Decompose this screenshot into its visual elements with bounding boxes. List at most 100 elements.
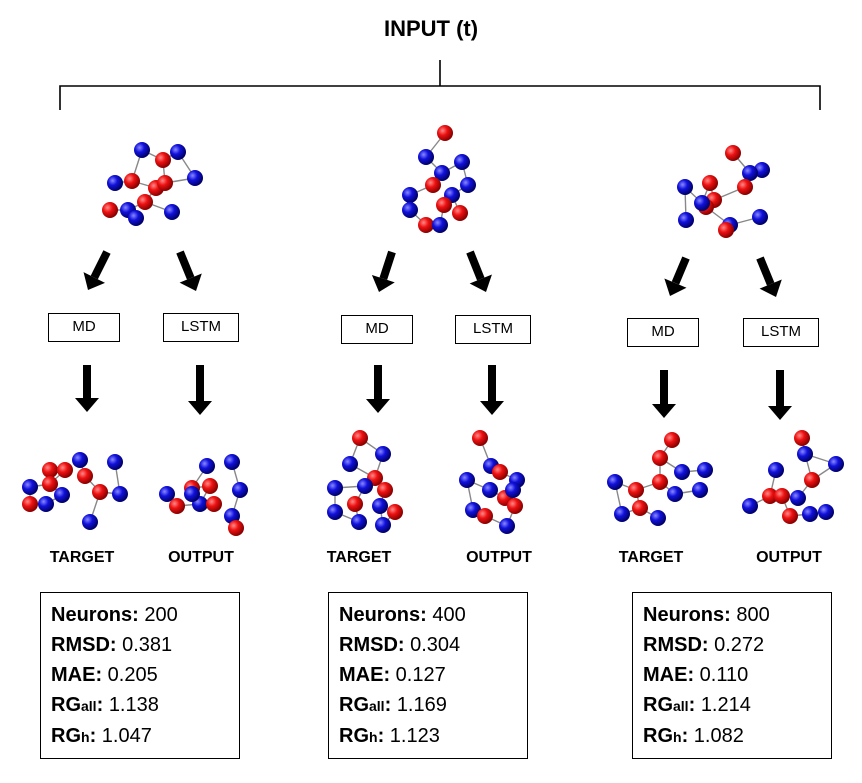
atom-blue <box>224 454 240 470</box>
arrow-md-1-head <box>83 272 105 290</box>
atom-blue <box>232 482 248 498</box>
mae-value: 0.110 <box>699 664 749 686</box>
atom-red <box>652 474 668 490</box>
atom-red <box>725 145 741 161</box>
atom-blue <box>607 474 623 490</box>
atom-red <box>702 175 718 191</box>
atom-blue <box>351 514 367 530</box>
atom-blue <box>357 478 373 494</box>
atom-blue <box>818 504 834 520</box>
atom-red <box>124 173 140 189</box>
atom-red <box>774 488 790 504</box>
neurons-label: Neurons: <box>339 604 427 626</box>
rg-all-label: RG <box>51 694 81 716</box>
atom-blue <box>802 506 818 522</box>
mae-value: 0.205 <box>107 664 158 686</box>
neurons-value: 400 <box>432 604 466 626</box>
atom-red <box>718 222 734 238</box>
atom-blue <box>460 177 476 193</box>
atom-blue <box>797 446 813 462</box>
atom-blue <box>128 210 144 226</box>
atom-blue <box>499 518 515 534</box>
arrow-target-2-head <box>366 399 390 413</box>
atom-blue <box>828 456 844 472</box>
atom-red <box>202 478 218 494</box>
arrow-md-2-head <box>371 274 395 292</box>
atom-red <box>507 498 523 514</box>
atom-red <box>42 462 58 478</box>
atom-blue <box>327 504 343 520</box>
atom-blue <box>107 454 123 470</box>
atom-red <box>22 496 38 512</box>
arrow-lstm-3-shaft <box>756 256 775 286</box>
atom-blue <box>82 514 98 530</box>
atom-red <box>228 520 244 536</box>
atom-red <box>77 468 93 484</box>
atom-blue <box>650 510 666 526</box>
atom-red <box>102 202 118 218</box>
atom-blue <box>674 464 690 480</box>
mae-label: MAE: <box>643 664 695 686</box>
atom-blue <box>432 217 448 233</box>
atom-blue <box>54 487 70 503</box>
atom-blue <box>752 209 768 225</box>
atom-blue <box>22 479 38 495</box>
atom-blue <box>418 149 434 165</box>
atom-red <box>492 464 508 480</box>
arrow-md-3-shaft <box>671 256 690 285</box>
atom-blue <box>434 165 450 181</box>
input-bracket <box>59 60 821 110</box>
atom-red <box>804 472 820 488</box>
rg-h-label: RG <box>643 725 673 747</box>
arrow-lstm-2-shaft <box>466 250 485 281</box>
input-molecule-3 <box>677 145 770 238</box>
rg-all-value: 1.169 <box>396 694 447 716</box>
rg-h-label: RG <box>51 725 81 747</box>
atom-blue <box>677 179 693 195</box>
atom-blue <box>742 498 758 514</box>
atom-red <box>782 508 798 524</box>
rmsd-value: 0.272 <box>714 634 765 656</box>
arrow-output-3-head <box>768 406 792 420</box>
rg-h-value: 1.123 <box>389 725 440 747</box>
arrow-target-1-head <box>75 398 99 412</box>
atom-blue <box>159 486 175 502</box>
mae-label: MAE: <box>51 664 103 686</box>
rmsd-value: 0.304 <box>410 634 461 656</box>
atom-blue <box>402 187 418 203</box>
rmsd-label: RMSD: <box>643 634 709 656</box>
atom-blue <box>402 202 418 218</box>
atom-blue <box>454 154 470 170</box>
atom-red <box>57 462 73 478</box>
atom-blue <box>327 480 343 496</box>
atom-red <box>425 177 441 193</box>
md-box-1: MD <box>48 313 120 342</box>
target-molecule-3 <box>607 432 713 526</box>
target-caption-1: TARGET <box>49 549 115 566</box>
atom-blue <box>72 452 88 468</box>
neurons-label: Neurons: <box>51 604 139 626</box>
atom-red <box>352 430 368 446</box>
arrow-lstm-1-head <box>179 273 202 291</box>
atom-blue <box>692 482 708 498</box>
atom-blue <box>187 170 203 186</box>
atom-red <box>737 179 753 195</box>
atom-blue <box>790 490 806 506</box>
output-caption-2: OUTPUT <box>466 549 532 566</box>
atom-red <box>472 430 488 446</box>
input-title: INPUT (t) <box>383 16 479 41</box>
atom-red <box>628 482 644 498</box>
atom-blue <box>342 456 358 472</box>
md-box-2: MD <box>341 315 413 344</box>
atom-blue <box>505 482 521 498</box>
stats-box-200: Neurons: 200 RMSD: 0.381 MAE: 0.205 RGal… <box>40 592 240 759</box>
output-molecule-1 <box>159 454 248 536</box>
atom-red <box>794 430 810 446</box>
atom-blue <box>170 144 186 160</box>
target-caption-3: TARGET <box>618 549 684 566</box>
output-caption-3: OUTPUT <box>756 549 822 566</box>
atom-red <box>664 432 680 448</box>
rmsd-value: 0.381 <box>122 634 173 656</box>
atom-red <box>157 175 173 191</box>
